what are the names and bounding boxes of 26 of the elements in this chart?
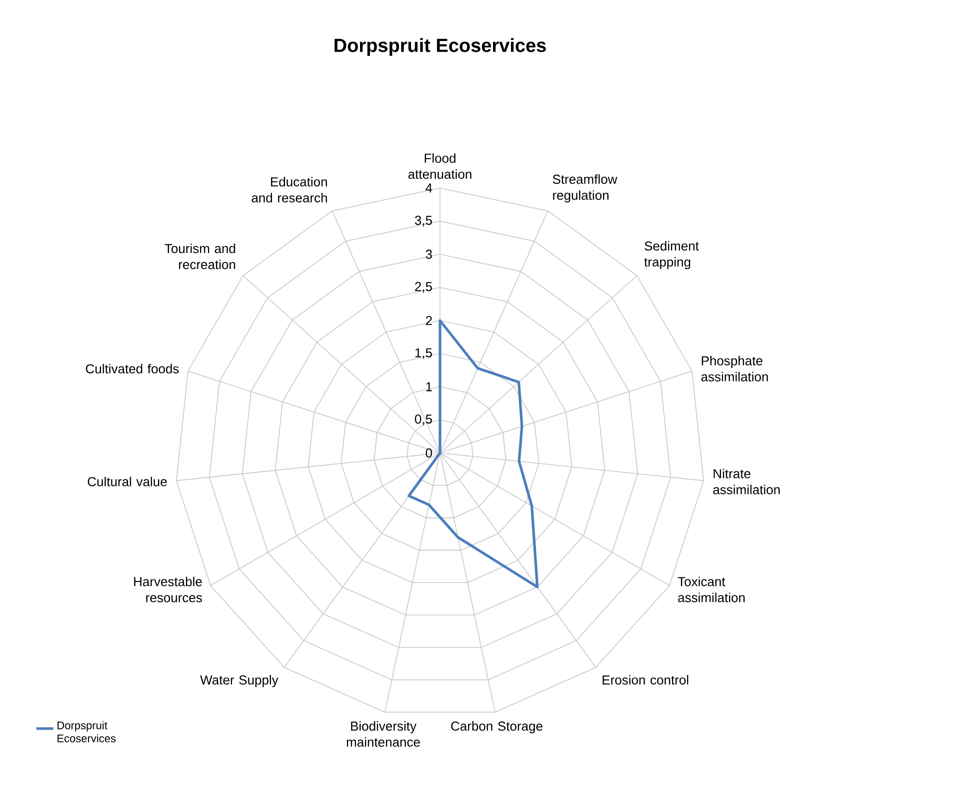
spoke-label: Erosion control bbox=[602, 675, 688, 685]
spoke-label: Tourism and recreation bbox=[164, 244, 236, 270]
y-tick-label: 3 bbox=[426, 250, 432, 259]
y-tick-label: 4 bbox=[426, 184, 432, 192]
y-tick-label: 1,5 bbox=[415, 348, 432, 359]
y-tick-label: 0 bbox=[426, 448, 432, 458]
y-tick-label: 2 bbox=[426, 316, 432, 326]
chart-title: Dorpspruit Ecoservices bbox=[334, 38, 546, 56]
spoke-label: Toxicant assimilation bbox=[678, 576, 745, 602]
y-tick-label: 1 bbox=[426, 382, 432, 392]
spoke-label: Cultural value bbox=[88, 476, 167, 486]
spoke-label: Cultivated foods bbox=[86, 364, 179, 374]
spoke-label: Phosphate assimilation bbox=[701, 356, 768, 382]
spoke-label: Harvestable resources bbox=[134, 576, 202, 602]
y-tick-label: 0,5 bbox=[414, 414, 432, 426]
spoke-label: Education and research bbox=[252, 176, 327, 202]
spoke-label: Water Supply bbox=[200, 675, 278, 688]
spoke-label: Streamflow regulation bbox=[552, 174, 618, 202]
spoke-label: Carbon Storage bbox=[451, 721, 542, 734]
spoke-label: Sediment trapping bbox=[644, 241, 699, 270]
spoke-label: Nitrate assimilation bbox=[713, 468, 780, 494]
spoke-label: Flood attenuation bbox=[408, 153, 472, 179]
y-tick-label: 3,5 bbox=[414, 216, 432, 226]
spoke-label: Biodiversity maintenance bbox=[346, 721, 420, 747]
y-tick-label: 2,5 bbox=[415, 282, 432, 293]
legend-label: Dorpspruit Ecoservices bbox=[58, 721, 116, 742]
